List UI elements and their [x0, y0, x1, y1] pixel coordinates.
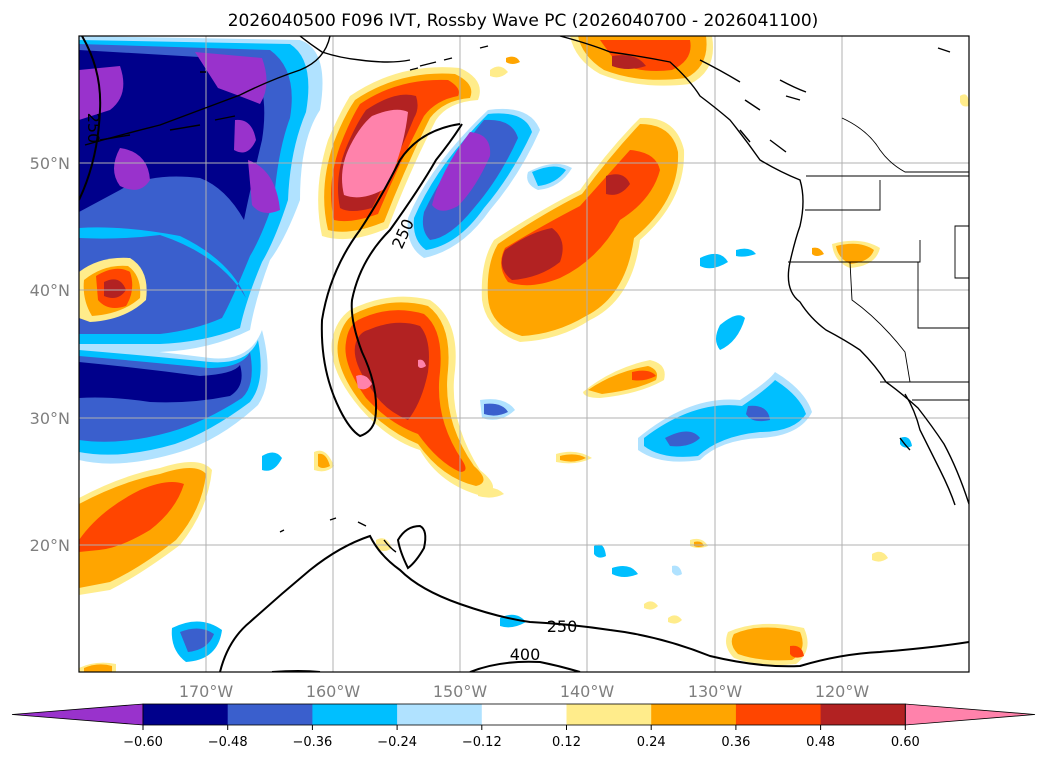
colorbar-tick-label: 0.24 — [637, 735, 666, 750]
colorbar-tick-label: 0.48 — [806, 735, 835, 750]
contour-label: 400 — [510, 645, 541, 664]
coastlines — [84, 36, 969, 553]
map-title: 2026040500 F096 IVT, Rossby Wave PC (202… — [228, 11, 819, 31]
colorbar-segment — [820, 704, 906, 725]
colorbar-segment — [735, 704, 822, 725]
lat-label: 40°N — [30, 281, 70, 300]
lat-labels: 50°N 40°N 30°N 20°N — [30, 154, 70, 555]
lon-label: 120°W — [815, 682, 870, 701]
positive-anomaly-160w — [318, 67, 480, 240]
negative-anomaly-150w — [407, 108, 540, 258]
positive-anomaly-155w-35n — [331, 296, 494, 496]
lon-label: 170°W — [179, 682, 234, 701]
colorbar-tick-label: −0.60 — [123, 735, 163, 750]
colorbar-extend-high — [904, 703, 1036, 726]
map-panel: 250 250 400 250 — [79, 36, 969, 672]
map-frame — [78, 35, 970, 673]
positive-anomaly-misc — [79, 94, 969, 672]
positive-anomaly-gulf-of-alaska — [490, 36, 714, 86]
lon-labels: 170°W 160°W 150°W 140°W 130°W 120°W — [179, 682, 870, 701]
lon-label: 140°W — [560, 682, 615, 701]
colorbar-segment — [143, 704, 229, 725]
colorbar-tick-label: 0.60 — [891, 735, 920, 750]
colorbar-segment — [481, 704, 567, 725]
lat-label: 50°N — [30, 154, 70, 173]
colorbar-extend-low — [11, 703, 144, 726]
colorbar-tick-label: 0.12 — [552, 735, 581, 750]
lon-label: 160°W — [306, 682, 361, 701]
colorbar-tick-label: 0.36 — [721, 735, 750, 750]
colorbar-segment — [566, 704, 652, 725]
contour-label: 250 — [84, 113, 103, 144]
gridlines — [79, 36, 969, 672]
colorbar-frame — [142, 703, 906, 726]
positive-anomaly-140w-45n — [481, 117, 685, 342]
lon-label: 130°W — [688, 682, 743, 701]
lon-label: 150°W — [433, 682, 488, 701]
colorbar-segment — [651, 704, 737, 725]
colorbar-segment — [227, 704, 313, 725]
contour-label: 250 — [547, 617, 578, 636]
lat-label: 30°N — [30, 409, 70, 428]
colorbar-tick-label: −0.12 — [462, 735, 502, 750]
colorbar-tick-label: −0.24 — [377, 735, 417, 750]
lat-label: 20°N — [30, 536, 70, 555]
colorbar-segment — [397, 704, 483, 725]
contour-labels: 250 250 400 250 — [84, 113, 577, 664]
colorbar-segment — [312, 704, 398, 725]
colorbar: −0.60 −0.48 −0.36 −0.24 −0.12 0.12 0.24 0.36 0.4… — [11, 703, 1036, 750]
state-borders — [788, 117, 969, 401]
colorbar-tick-label: −0.48 — [208, 735, 248, 750]
colorbar-tick-label: −0.36 — [292, 735, 332, 750]
negative-anomaly-west-30n — [79, 330, 268, 464]
